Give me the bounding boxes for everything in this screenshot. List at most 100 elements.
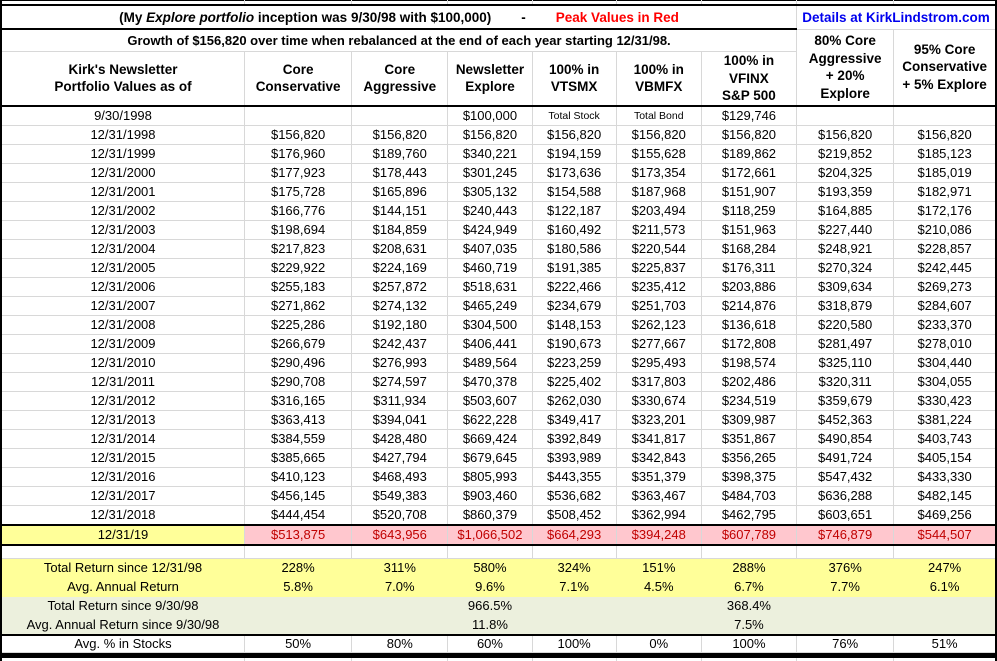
- data-row: 12/31/2011 $290,708 $274,597 $470,378 $225,4…: [0, 371, 997, 392]
- value-cell: $452,363: [796, 409, 895, 430]
- sliver-cell: [615, 657, 702, 661]
- date-cell: 12/31/2013: [0, 409, 245, 430]
- growth-row: Growth of $156,820 over time when rebala…: [0, 28, 997, 107]
- summary-value: 7.7%: [796, 576, 895, 597]
- value-cell: $456,145: [243, 485, 353, 506]
- value-cell: $304,055: [893, 371, 997, 392]
- value-cell: $100,000: [447, 105, 533, 126]
- value-cell: $281,497: [796, 333, 895, 354]
- value-cell: $155,628: [615, 143, 702, 164]
- header-section: (My Explore portfolio inception was 9/30…: [0, 0, 997, 107]
- value-cell: $240,443: [447, 200, 533, 221]
- value-cell: $248,921: [796, 238, 895, 259]
- data-row: 12/31/2006 $255,183 $257,872 $518,631 $222,4…: [0, 276, 997, 297]
- column-header: 100% in VBMFX: [615, 50, 702, 107]
- value-cell: $518,631: [447, 276, 533, 297]
- value-cell: $341,817: [615, 428, 702, 449]
- sliver-cell: [351, 657, 449, 661]
- details-link[interactable]: Details at KirkLindstrom.com: [796, 4, 997, 30]
- value-cell: $122,187: [531, 200, 617, 221]
- value-cell: $166,776: [243, 200, 353, 221]
- column-header: Core Conservative: [243, 50, 353, 107]
- summary-value: [615, 614, 702, 636]
- value-cell: $203,494: [615, 200, 702, 221]
- data-row: 12/31/2015 $385,665 $427,794 $679,645 $393,9…: [0, 447, 997, 468]
- summary-value: 51%: [893, 633, 997, 653]
- value-cell: $189,760: [351, 143, 449, 164]
- value-cell: $393,989: [531, 447, 617, 468]
- sliver-cell: [531, 657, 617, 661]
- value-cell: $154,588: [531, 181, 617, 202]
- value-cell: $469,256: [893, 504, 997, 526]
- date-cell: 12/31/2010: [0, 352, 245, 373]
- value-cell: $217,823: [243, 238, 353, 259]
- value-cell: $173,354: [615, 162, 702, 183]
- summary-value: 4.5%: [615, 576, 702, 597]
- sliver-cell: [700, 0, 798, 6]
- date-cell: 12/31/2007: [0, 295, 245, 316]
- summary-value: [243, 614, 353, 636]
- date-cell: 12/31/2015: [0, 447, 245, 468]
- value-cell: $544,507: [893, 523, 997, 546]
- value-cell: $257,872: [351, 276, 449, 297]
- sliver-cell: [700, 657, 798, 661]
- date-cell: 12/31/2002: [0, 200, 245, 221]
- value-cell: $384,559: [243, 428, 353, 449]
- value-cell: $669,424: [447, 428, 533, 449]
- summary-value: 228%: [243, 557, 353, 578]
- value-cell: $118,259: [700, 200, 798, 221]
- date-cell: 12/31/2000: [0, 162, 245, 183]
- value-cell: $290,496: [243, 352, 353, 373]
- title-row: (My Explore portfolio inception was 9/30…: [0, 4, 997, 30]
- value-cell: $178,443: [351, 162, 449, 183]
- summary-value: [893, 595, 997, 616]
- value-cell: $392,849: [531, 428, 617, 449]
- value-cell: $160,492: [531, 219, 617, 240]
- column-header: Kirk's Newsletter Portfolio Values as of: [0, 50, 245, 107]
- sheet-title: (My Explore portfolio inception was 9/30…: [0, 4, 798, 30]
- value-cell: $219,852: [796, 143, 895, 164]
- value-cell: $156,820: [243, 124, 353, 145]
- sliver-cell: [796, 657, 895, 661]
- date-cell: 12/31/2005: [0, 257, 245, 278]
- value-cell: $184,859: [351, 219, 449, 240]
- data-row: 12/31/2014 $384,559 $428,480 $669,424 $392,8…: [0, 428, 997, 449]
- value-cell: $176,960: [243, 143, 353, 164]
- value-cell: $342,843: [615, 447, 702, 468]
- value-cell: $225,402: [531, 371, 617, 392]
- value-cell: $664,293: [531, 523, 617, 546]
- value-cell: $148,153: [531, 314, 617, 335]
- value-cell: $234,519: [700, 390, 798, 411]
- value-cell: $242,445: [893, 257, 997, 278]
- value-cell: $251,703: [615, 295, 702, 316]
- value-cell: $462,795: [700, 504, 798, 526]
- summary-value: 100%: [700, 633, 798, 653]
- summary-section: Total Return since 12/31/98 228% 311% 580% 3…: [0, 544, 997, 653]
- value-cell: $320,311: [796, 371, 895, 392]
- data-row: 12/31/2003 $198,694 $184,859 $424,949 $160,4…: [0, 219, 997, 240]
- summary-row: Avg. % in Stocks 50% 80% 60% 100% 0% 100% 76% 51…: [0, 633, 997, 653]
- value-cell: $129,746: [700, 105, 798, 126]
- date-cell: 12/31/2006: [0, 276, 245, 297]
- value-cell: [796, 105, 895, 126]
- value-cell: $394,248: [615, 523, 702, 546]
- column-header: Newsletter Explore: [447, 50, 533, 107]
- value-cell: $202,486: [700, 371, 798, 392]
- summary-value: 7.1%: [531, 576, 617, 597]
- sliver-cell: [893, 657, 997, 661]
- value-cell: [243, 105, 353, 126]
- value-cell: $330,423: [893, 390, 997, 411]
- value-cell: $356,265: [700, 447, 798, 468]
- value-cell: $156,820: [531, 124, 617, 145]
- value-cell: [893, 105, 997, 126]
- value-cell: $193,359: [796, 181, 895, 202]
- date-cell: 12/31/2018: [0, 504, 245, 526]
- value-cell: $173,636: [531, 162, 617, 183]
- value-cell: $234,679: [531, 295, 617, 316]
- summary-value: 11.8%: [447, 614, 533, 636]
- value-cell: $255,183: [243, 276, 353, 297]
- value-cell: $363,413: [243, 409, 353, 430]
- summary-value: 247%: [893, 557, 997, 578]
- value-cell: $156,820: [700, 124, 798, 145]
- value-cell: $679,645: [447, 447, 533, 468]
